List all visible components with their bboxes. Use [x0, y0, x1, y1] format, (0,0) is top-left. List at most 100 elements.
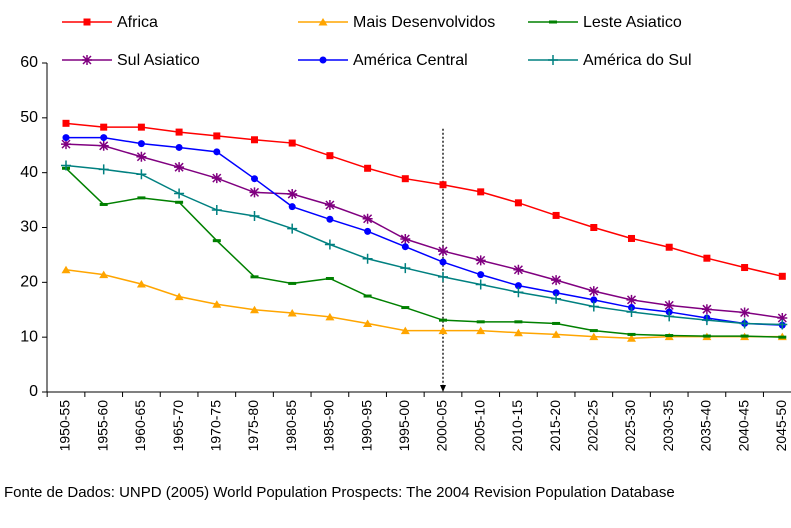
marker [588, 286, 599, 297]
marker [401, 175, 409, 183]
marker-plus [249, 210, 260, 221]
marker-circle [401, 243, 409, 251]
marker-square [326, 152, 334, 160]
marker [778, 335, 787, 339]
marker-asterisk [324, 200, 335, 211]
marker-dash [137, 196, 146, 200]
marker-asterisk [739, 307, 750, 318]
marker [175, 143, 183, 151]
marker [438, 326, 448, 335]
marker [213, 148, 221, 156]
marker [739, 318, 750, 329]
marker [287, 223, 298, 234]
marker [82, 55, 92, 65]
series-line [65, 268, 783, 340]
marker [551, 330, 561, 338]
marker-asterisk [400, 234, 411, 245]
x-tick-label: 1970-75 [208, 400, 224, 452]
marker [62, 119, 70, 127]
marker-square [778, 272, 786, 280]
marker-triangle [363, 319, 373, 327]
marker-plus [475, 279, 486, 290]
marker [552, 321, 561, 325]
marker [401, 306, 410, 310]
marker [174, 188, 185, 199]
marker-circle [364, 227, 372, 235]
marker [212, 239, 221, 243]
marker-asterisk [438, 246, 448, 257]
marker [137, 123, 145, 131]
marker [83, 18, 91, 26]
series-line [65, 122, 783, 278]
x-tick-label: 1955-60 [94, 400, 110, 452]
marker-triangle [174, 292, 184, 301]
marker-square [62, 119, 70, 127]
marker [702, 334, 711, 338]
marker [588, 301, 599, 312]
marker [326, 215, 334, 223]
marker [551, 293, 562, 304]
marker-square [628, 234, 635, 242]
marker-asterisk [588, 286, 599, 297]
marker-square [364, 164, 372, 172]
marker-asterisk [136, 151, 147, 162]
marker [438, 246, 448, 257]
y-tick-label: 40 [20, 164, 38, 181]
marker [740, 334, 749, 338]
marker-plus [551, 293, 562, 304]
marker [319, 56, 327, 64]
marker [628, 234, 635, 242]
marker [174, 292, 184, 301]
marker [325, 276, 334, 280]
chart: 0 10 20 30 40 50 60 1950-55 1955-60 1960-65 1965-7… [20, 14, 791, 452]
marker-square [288, 139, 296, 147]
marker [213, 132, 221, 140]
marker-dash [702, 334, 711, 338]
marker [363, 319, 373, 327]
marker-asterisk [551, 275, 562, 286]
marker-circle [552, 289, 560, 297]
marker-circle [251, 175, 258, 183]
marker-plus [588, 301, 599, 312]
marker-circle [175, 143, 183, 151]
marker [136, 151, 147, 162]
marker-triangle [318, 18, 328, 26]
marker-asterisk [211, 173, 222, 184]
marker [362, 213, 373, 224]
marker [61, 160, 71, 171]
marker-square [251, 136, 258, 144]
marker [514, 199, 522, 207]
y-tick-label: 20 [20, 274, 38, 291]
marker [175, 128, 183, 136]
marker-triangle [438, 326, 448, 335]
marker-triangle [61, 265, 71, 274]
marker [552, 211, 560, 219]
marker-asterisk [626, 294, 637, 305]
legend-label: Mais Desenvolvidos [353, 14, 495, 31]
marker-circle [137, 140, 145, 148]
marker [590, 296, 598, 304]
marker [514, 320, 523, 324]
marker [438, 271, 448, 282]
marker-asterisk [513, 264, 524, 275]
marker-square [175, 128, 183, 136]
marker [626, 294, 637, 305]
marker-triangle [212, 300, 222, 308]
marker-plus [664, 311, 675, 322]
marker-plus [626, 306, 637, 317]
marker-plus [438, 271, 448, 282]
reference-arrow [440, 385, 446, 392]
legend-label: América Central [353, 52, 468, 69]
marker-triangle [551, 330, 561, 338]
marker-plus [174, 188, 185, 199]
marker-dash [363, 294, 372, 298]
marker-plus [287, 223, 298, 234]
marker [62, 134, 70, 142]
x-tick-label: 1960-65 [132, 400, 148, 452]
marker [362, 253, 373, 264]
marker [136, 169, 147, 180]
marker-square [137, 123, 145, 131]
marker [589, 332, 599, 341]
x-tick-label: 2005-10 [471, 400, 487, 452]
marker [439, 181, 447, 189]
